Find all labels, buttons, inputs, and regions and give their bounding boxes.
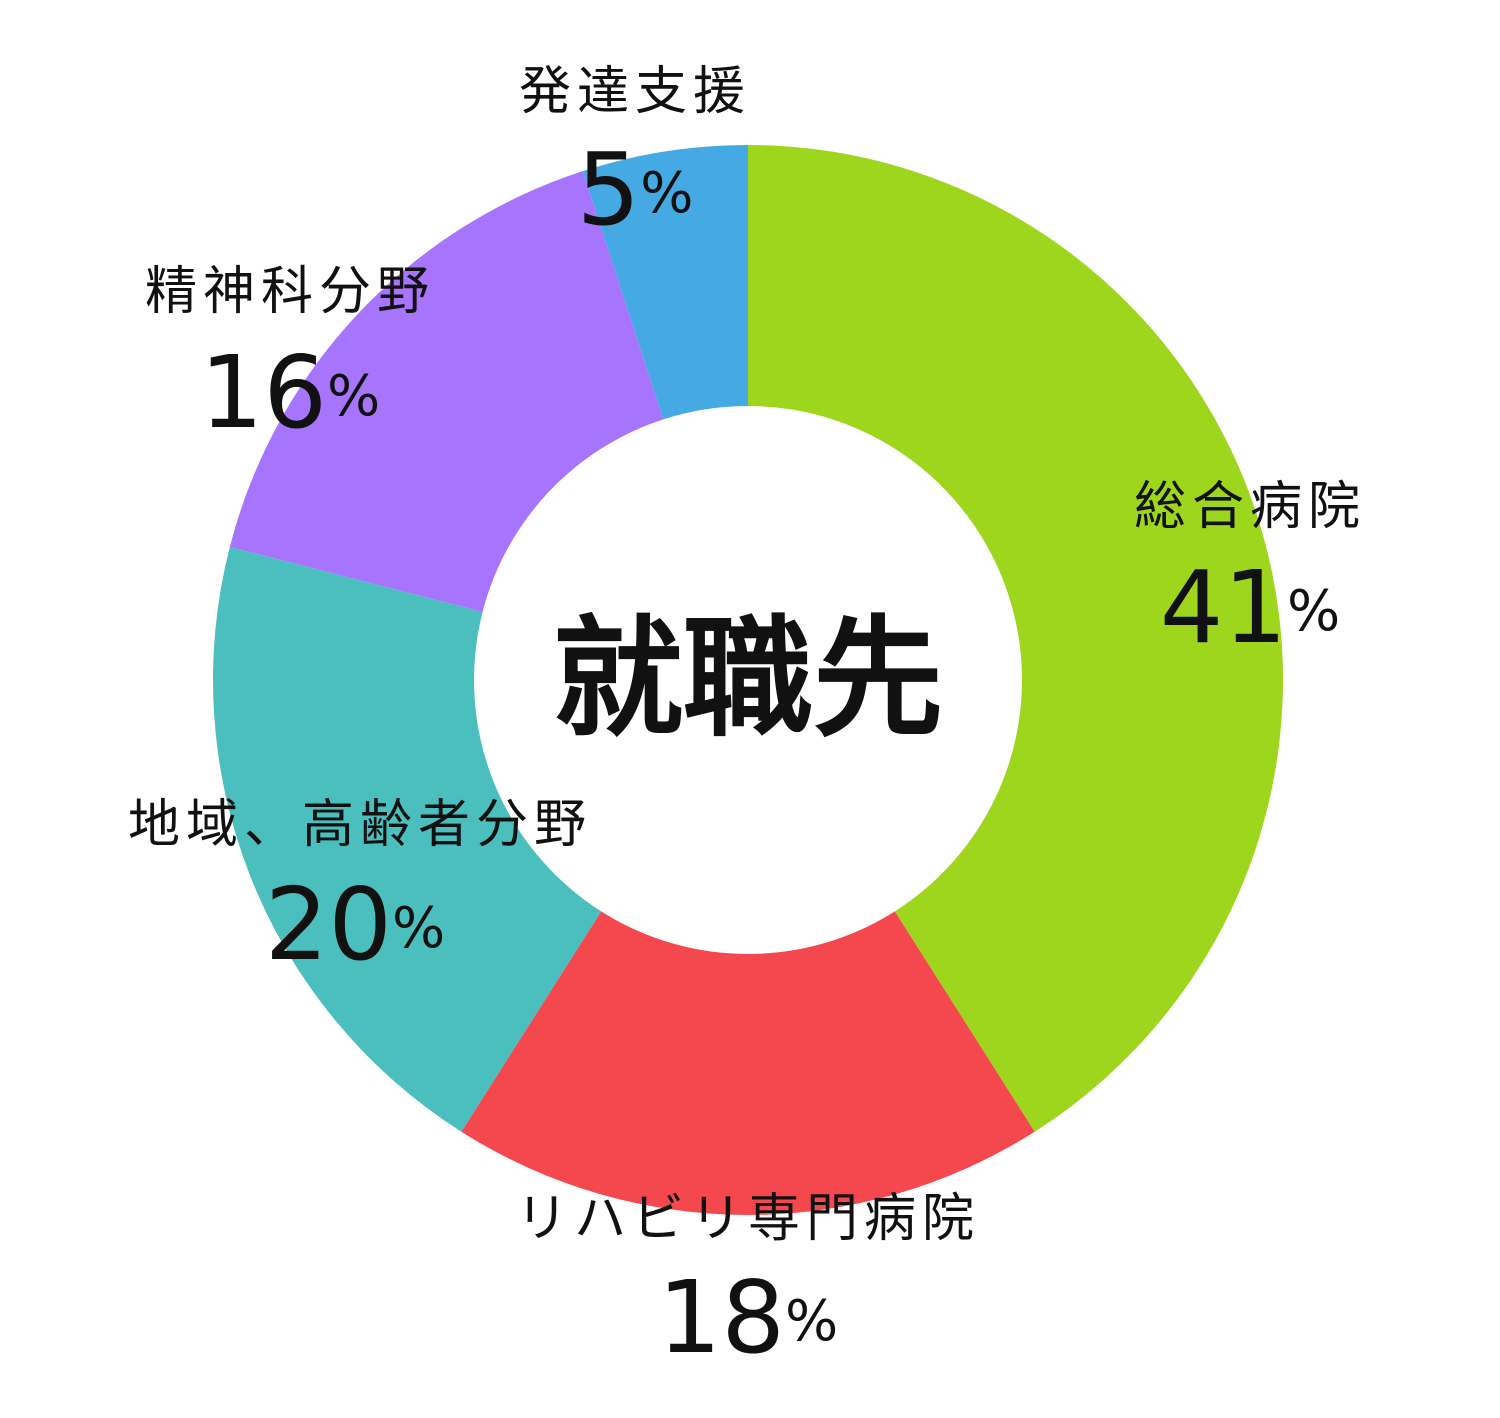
- slice: [461, 911, 1035, 1215]
- category-label: 発達支援: [519, 62, 751, 122]
- slice: [748, 145, 1283, 1132]
- slices: [213, 145, 1283, 1215]
- slice: [213, 546, 602, 1132]
- slice: [229, 171, 664, 612]
- category-label: 総合病院: [1134, 477, 1366, 537]
- category-label: リハビリ専門病院: [516, 1189, 980, 1249]
- category-label: 精神科分野: [145, 262, 435, 322]
- value-label: 5%: [577, 131, 694, 248]
- value-label: 16%: [200, 334, 380, 451]
- category-label: 地域、高齢者分野: [128, 795, 592, 855]
- value-label: 18%: [658, 1259, 838, 1376]
- slice: [582, 145, 748, 420]
- value-label: 20%: [265, 866, 445, 983]
- chart-title: 就職先: [553, 603, 943, 755]
- value-label: 41%: [1160, 549, 1340, 666]
